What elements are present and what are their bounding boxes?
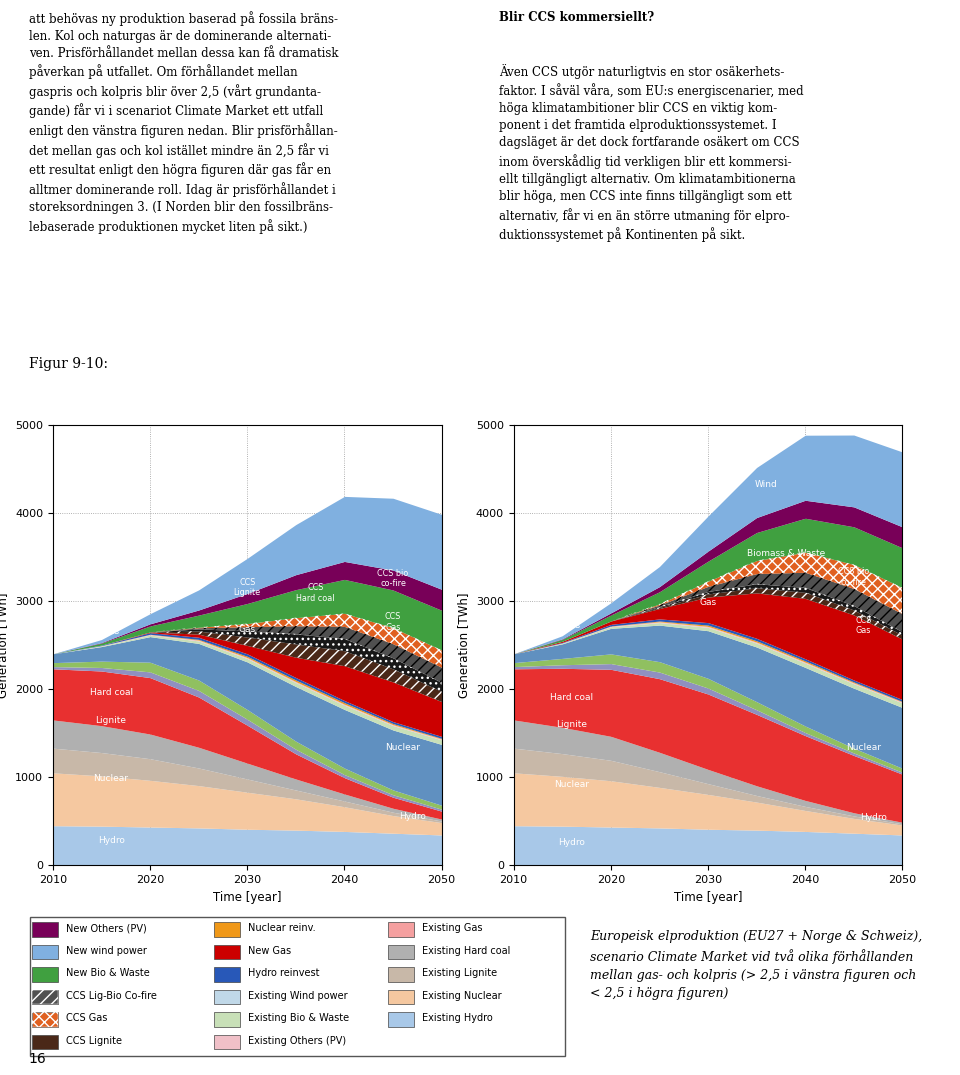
FancyBboxPatch shape <box>214 1013 240 1027</box>
FancyBboxPatch shape <box>33 922 59 937</box>
Text: CCS bio
co-fire: CCS bio co-fire <box>377 569 409 588</box>
Text: Nuclear: Nuclear <box>94 774 129 784</box>
Text: Figur 9-10:: Figur 9-10: <box>29 357 108 371</box>
Text: CCS
Gas: CCS Gas <box>385 613 401 632</box>
Text: Existing Hydro: Existing Hydro <box>421 1014 492 1023</box>
Text: Gas: Gas <box>700 598 716 607</box>
Text: Gas: Gas <box>103 628 120 636</box>
Text: Hydro: Hydro <box>399 812 426 820</box>
FancyBboxPatch shape <box>30 917 565 1056</box>
Text: New Gas: New Gas <box>249 946 291 956</box>
Y-axis label: Generation [TWh]: Generation [TWh] <box>0 592 10 698</box>
Text: 16: 16 <box>29 1052 46 1066</box>
Text: Hydro reinvest: Hydro reinvest <box>249 969 320 978</box>
Text: Gas: Gas <box>239 625 255 633</box>
Text: Wind: Wind <box>265 481 288 489</box>
FancyBboxPatch shape <box>214 1035 240 1049</box>
Text: Existing Nuclear: Existing Nuclear <box>421 991 501 1001</box>
Text: Nuclear reinv.: Nuclear reinv. <box>249 923 316 933</box>
Text: Existing Wind power: Existing Wind power <box>249 991 348 1001</box>
Text: Biomass & Waste: Biomass & Waste <box>747 549 825 558</box>
Text: CCS bio
co-fire: CCS bio co-fire <box>838 568 870 587</box>
Text: Existing Bio & Waste: Existing Bio & Waste <box>249 1014 349 1023</box>
FancyBboxPatch shape <box>388 922 414 937</box>
Text: Även CCS utgör naturligtvis en stor osäkerhets-
faktor. I såväl våra, som EU:s e: Även CCS utgör naturligtvis en stor osäk… <box>499 63 804 242</box>
FancyBboxPatch shape <box>214 990 240 1004</box>
FancyBboxPatch shape <box>214 968 240 981</box>
FancyBboxPatch shape <box>214 945 240 960</box>
Text: Existing Lignite: Existing Lignite <box>421 969 497 978</box>
Text: New Others (PV): New Others (PV) <box>66 923 147 933</box>
Text: Existing Others (PV): Existing Others (PV) <box>249 1035 347 1046</box>
Y-axis label: Generation [TWh]: Generation [TWh] <box>457 592 470 698</box>
Text: Wind
Biomass
PV: Wind Biomass PV <box>528 582 558 602</box>
Text: Hard coal: Hard coal <box>89 688 132 697</box>
Text: CCS Lignite: CCS Lignite <box>66 1035 123 1046</box>
FancyBboxPatch shape <box>388 945 414 960</box>
Text: Hydro: Hydro <box>559 837 586 846</box>
X-axis label: Time [year]: Time [year] <box>674 891 742 904</box>
Text: CCS
Lignite: CCS Lignite <box>233 577 261 597</box>
FancyBboxPatch shape <box>33 990 59 1004</box>
Text: Existing Gas: Existing Gas <box>421 923 482 933</box>
Text: att behövas ny produktion baserad på fossila bräns-
len. Kol och naturgas är de : att behövas ny produktion baserad på fos… <box>29 11 338 233</box>
Text: Hard coal: Hard coal <box>550 693 593 702</box>
Text: Wind
Biomass
PV: Wind Biomass PV <box>72 583 102 603</box>
Text: Blir CCS kommersiellt?: Blir CCS kommersiellt? <box>499 11 655 24</box>
Text: Wind: Wind <box>755 481 778 489</box>
Text: CCS
Hard coal: CCS Hard coal <box>296 584 334 603</box>
FancyBboxPatch shape <box>33 1035 59 1049</box>
Text: New Bio & Waste: New Bio & Waste <box>66 969 150 978</box>
Text: Lignite: Lignite <box>96 716 127 726</box>
Text: Nuclear: Nuclear <box>846 743 881 751</box>
FancyBboxPatch shape <box>214 922 240 937</box>
Text: Hydro: Hydro <box>98 836 125 845</box>
FancyBboxPatch shape <box>33 1013 59 1027</box>
Text: Existing Hard coal: Existing Hard coal <box>421 946 510 956</box>
FancyBboxPatch shape <box>388 1013 414 1027</box>
Text: CCS Gas: CCS Gas <box>66 1014 108 1023</box>
FancyBboxPatch shape <box>388 990 414 1004</box>
Text: Nuclear: Nuclear <box>555 779 589 789</box>
Text: CCS Lig-Bio Co-fire: CCS Lig-Bio Co-fire <box>66 991 157 1001</box>
Text: Europeisk elproduktion (EU27 + Norge & Schweiz),
scenario Climate Market vid två: Europeisk elproduktion (EU27 + Norge & S… <box>590 930 923 1000</box>
Text: Biomass & Waste: Biomass & Waste <box>150 547 228 556</box>
Text: Hydro: Hydro <box>860 814 887 822</box>
Text: Lignite: Lignite <box>557 720 588 729</box>
X-axis label: Time [year]: Time [year] <box>213 891 281 904</box>
FancyBboxPatch shape <box>388 968 414 981</box>
Text: Nuclear: Nuclear <box>385 743 420 751</box>
Text: Gas: Gas <box>564 621 581 630</box>
FancyBboxPatch shape <box>33 968 59 981</box>
Text: CCS
Gas: CCS Gas <box>855 616 872 635</box>
Text: New wind power: New wind power <box>66 946 147 956</box>
FancyBboxPatch shape <box>33 945 59 960</box>
